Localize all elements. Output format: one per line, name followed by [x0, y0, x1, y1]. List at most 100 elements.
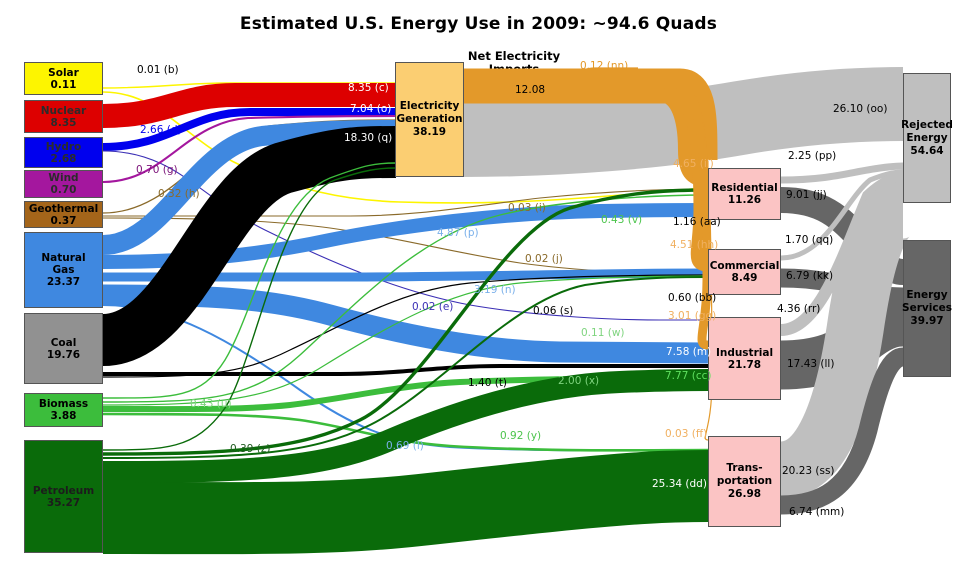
flow-q: [100, 126, 397, 366]
flow-label-nn: 0.12 (nn): [580, 60, 629, 72]
flow-qq: [780, 169, 904, 261]
flow-label-kk: 6.79 (kk): [786, 270, 834, 282]
node-electricity-label: Electricity Generation: [396, 100, 463, 125]
flow-label-m: 7.58 (m): [666, 346, 712, 358]
node-biomass-label: Biomass: [38, 398, 89, 410]
node-residential-label: Residential: [711, 182, 778, 194]
flow-label-u: 0.43 (u): [190, 398, 232, 410]
flow-g: [102, 114, 397, 184]
flow-label-aa: 1.16 (aa): [673, 216, 721, 228]
node-transportation[interactable]: Trans- portation 26.98: [708, 436, 781, 527]
flow-d: [102, 107, 396, 151]
node-geothermal[interactable]: Geothermal 0.37: [24, 201, 103, 228]
flow-label-y: 0.92 (y): [500, 430, 542, 442]
node-residential[interactable]: Residential 11.26: [708, 168, 781, 220]
flow-label-v: 0.43 (v): [601, 214, 643, 226]
flow-bb: [102, 276, 709, 459]
flow-label-ff: 0.03 (ff): [665, 428, 708, 440]
flow-label-g: 0.70 (g): [136, 164, 178, 176]
node-nuclear[interactable]: Nuclear 8.35: [24, 100, 103, 133]
node-solar[interactable]: Solar 0.11: [24, 62, 103, 95]
flow-label-t: 1.40 (t): [468, 377, 508, 389]
node-nuclear-value: 8.35: [50, 116, 77, 129]
node-biomass-value: 3.88: [50, 410, 77, 422]
flow-cc: [102, 369, 709, 483]
flow-mm: [780, 347, 905, 515]
flow-label-z: 0.39 (z): [230, 443, 271, 455]
flow-label-d: 2.66 (d): [140, 124, 182, 136]
node-hydro[interactable]: Hydro 2.68: [24, 137, 103, 168]
flow-m: [102, 284, 709, 364]
flow-label-ss: 20.23 (ss): [782, 465, 835, 477]
node-nuclear-label: Nuclear: [40, 104, 87, 117]
node-rejected-value: 54.64: [910, 144, 944, 157]
flow-label-oo: 26.10 (oo): [833, 103, 888, 115]
flow-label-w: 0.11 (w): [581, 327, 625, 339]
flow-label-h: 0.32 (h): [158, 188, 200, 200]
flow-s: [102, 274, 709, 378]
node-petroleum-label: Petroleum: [32, 484, 95, 497]
node-industrial-value: 21.78: [727, 358, 762, 371]
node-solar-label: Solar: [48, 66, 79, 79]
node-industrial-label: Industrial: [715, 346, 774, 359]
node-services-label: Energy Services: [902, 289, 952, 314]
page-title: Estimated U.S. Energy Use in 2009: ~94.6…: [239, 14, 718, 34]
flow-z: [102, 167, 397, 451]
flow-label-gg: 3.01 (gg): [668, 310, 717, 322]
flow-label-mm: 6.74 (mm): [789, 506, 845, 518]
flow-pp: [780, 162, 904, 184]
flow-label-dd: 25.34 (dd): [652, 478, 707, 490]
flow-label-s: 0.06 (s): [533, 305, 574, 317]
node-geothermal-value: 0.37: [50, 214, 77, 227]
node-commercial-value: 8.49: [731, 272, 758, 284]
flow-label-jj: 9.01 (jj): [786, 189, 827, 201]
node-hydro-value: 2.68: [50, 152, 77, 165]
node-wind[interactable]: Wind 0.70: [24, 170, 103, 198]
flow-label-x: 2.00 (x): [558, 375, 600, 387]
node-coal[interactable]: Coal 19.76: [24, 313, 103, 384]
flow-label-c: 8.35 (c): [348, 82, 389, 94]
node-geothermal-label: Geothermal: [28, 202, 99, 215]
flow-ss: [778, 181, 912, 499]
node-rejected-energy[interactable]: Rejected Energy 54.64: [901, 73, 953, 203]
flow-label-hh: 4.51 (hh): [670, 239, 719, 251]
node-petroleum[interactable]: Petroleum 35.27: [24, 440, 103, 553]
flow-hh: [672, 88, 709, 272]
node-transportation-value: 26.98: [727, 488, 762, 500]
node-energy-services[interactable]: Energy Services 39.97: [902, 240, 952, 377]
node-transportation-label: Trans- portation: [716, 462, 773, 487]
node-solar-value: 0.11: [50, 78, 77, 91]
flow-u: [102, 162, 397, 399]
node-natural-gas-label: Natural Gas: [41, 252, 86, 276]
node-wind-value: 0.70: [50, 184, 77, 196]
flow-label-q: 18.30 (q): [344, 132, 393, 144]
flow-t: [102, 363, 708, 377]
node-electricity-generation[interactable]: Electricity Generation 38.19: [395, 62, 464, 177]
node-services-value: 39.97: [910, 315, 944, 327]
node-commercial-label: Commercial: [709, 260, 780, 272]
node-industrial[interactable]: Industrial 21.78: [708, 317, 781, 400]
flow-label-o: 7.04 (o): [350, 103, 392, 115]
flow-label-bb: 0.60 (bb): [668, 292, 717, 304]
flow-n: [103, 268, 709, 282]
flow-label-ll: 17.43 (ll): [787, 358, 835, 370]
flow-c: [102, 82, 396, 128]
node-coal-value: 19.76: [46, 348, 81, 361]
flow-label-pp: 2.25 (pp): [788, 150, 837, 162]
node-wind-label: Wind: [48, 172, 79, 184]
node-rejected-label: Rejected Energy: [901, 118, 953, 144]
flow-label-rr: 4.36 (rr): [777, 303, 821, 315]
flow-gg: [684, 90, 712, 350]
flow-label-l: 0.69 (l): [386, 440, 424, 452]
flow-label-b: 0.01 (b): [137, 64, 179, 76]
node-hydro-label: Hydro: [45, 140, 82, 153]
flow-label-qq: 1.70 (qq): [785, 234, 834, 246]
node-coal-label: Coal: [50, 336, 77, 349]
node-biomass[interactable]: Biomass 3.88: [24, 393, 103, 427]
node-natural-gas[interactable]: Natural Gas 23.37: [24, 232, 103, 308]
flow-dd: [102, 450, 709, 555]
node-commercial[interactable]: Commercial 8.49: [708, 249, 781, 295]
node-residential-value: 11.26: [727, 194, 762, 206]
